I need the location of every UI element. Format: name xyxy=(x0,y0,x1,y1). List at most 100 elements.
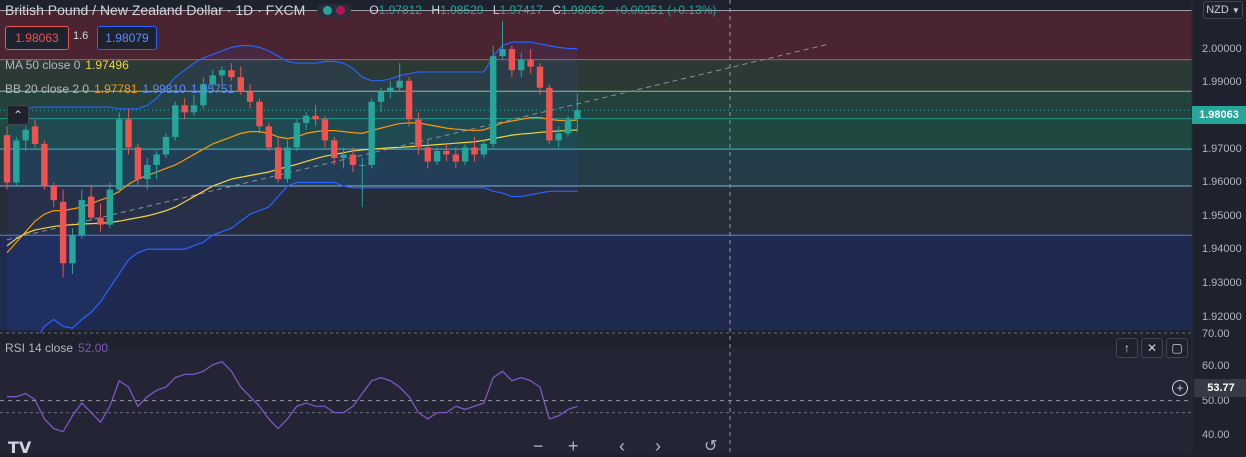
plus-icon: + xyxy=(568,436,579,456)
candle-body xyxy=(265,126,272,148)
ohlc-values: O1.97812 H1.98529 L1.97417 C1.98063 +0.0… xyxy=(369,3,722,17)
scroll-right-button[interactable]: › xyxy=(655,436,661,457)
rsi-value: 52.00 xyxy=(78,341,109,355)
candle-body xyxy=(153,154,160,165)
candle-body xyxy=(340,154,347,158)
ma-value: 1.97496 xyxy=(85,58,129,72)
status-dots[interactable] xyxy=(317,3,352,17)
candle-body xyxy=(200,84,207,106)
candle-body xyxy=(303,115,310,123)
candle-body xyxy=(246,91,254,102)
candle xyxy=(153,150,160,180)
candle-body xyxy=(209,75,216,85)
candle-body xyxy=(415,119,422,148)
plus-icon: + xyxy=(1176,381,1184,395)
candle-body xyxy=(359,164,366,166)
candle xyxy=(134,143,142,187)
sr-zone xyxy=(0,0,1192,11)
candle xyxy=(87,186,95,222)
candle xyxy=(303,112,310,130)
candle-body xyxy=(321,119,329,141)
reset-chart-button[interactable]: ↺ xyxy=(704,436,717,456)
candle xyxy=(321,115,329,148)
candle-body xyxy=(41,143,48,187)
candle xyxy=(3,126,11,190)
pane-close-button[interactable]: ✕ xyxy=(1141,338,1163,358)
candle xyxy=(190,94,198,116)
candle-body xyxy=(125,119,132,148)
open-value: 1.97812 xyxy=(378,3,423,17)
trendline[interactable] xyxy=(6,43,830,241)
bb-label: BB 20 close 2 0 xyxy=(5,82,90,96)
price-tick: 1.96000 xyxy=(1202,176,1242,188)
candle xyxy=(480,140,488,158)
ma-legend[interactable]: MA 50 close 0 1.97496 xyxy=(5,58,134,72)
candle-body xyxy=(349,154,357,165)
candle xyxy=(396,63,403,92)
bb-basis-value: 1.97781 xyxy=(94,82,138,96)
candle-body xyxy=(564,119,572,134)
candle xyxy=(13,136,20,187)
bollinger-fill xyxy=(7,42,578,394)
add-alert-button[interactable]: + xyxy=(1172,380,1188,396)
candle-body xyxy=(433,150,441,162)
bb-lower-line xyxy=(6,181,578,394)
candles xyxy=(3,21,581,278)
candle xyxy=(50,182,57,208)
candle-body xyxy=(106,189,114,225)
candle-body xyxy=(284,147,291,180)
candle-body xyxy=(172,105,179,137)
candle-body xyxy=(461,147,469,162)
tradingview-logo[interactable]: TV xyxy=(8,438,32,457)
bb-legend[interactable]: BB 20 close 2 0 1.97781 1.99810 1.95751 xyxy=(5,82,239,96)
sell-button[interactable]: 1.98063 xyxy=(5,26,69,50)
candle xyxy=(405,77,413,127)
candle xyxy=(340,147,347,169)
scroll-left-button[interactable]: ‹ xyxy=(619,436,625,457)
candle xyxy=(246,84,254,109)
candle xyxy=(377,87,385,113)
symbol-title[interactable]: British Pound / New Zealand Dollar · 1D … xyxy=(5,2,306,18)
price-axis[interactable] xyxy=(1191,0,1246,454)
candle-body xyxy=(293,122,301,148)
high-value: 1.98529 xyxy=(440,3,484,17)
bollinger-band-fill xyxy=(7,42,578,394)
candle xyxy=(555,126,562,148)
zoom-in-button[interactable]: + xyxy=(568,436,579,457)
candle-body xyxy=(116,119,123,190)
candle xyxy=(144,157,151,190)
ma-label: MA 50 close 0 xyxy=(5,58,81,72)
candle-body xyxy=(144,164,151,180)
candle xyxy=(31,119,39,148)
market-status-icon xyxy=(323,5,333,15)
zoom-out-button[interactable]: − xyxy=(533,436,544,457)
collapse-legend-button[interactable]: ⌃ xyxy=(7,105,29,125)
candle xyxy=(424,140,431,169)
candle-body xyxy=(527,59,534,67)
candle xyxy=(209,70,216,92)
buy-button[interactable]: 1.98079 xyxy=(97,26,157,50)
candle xyxy=(78,189,85,239)
currency-label: NZD xyxy=(1206,4,1229,16)
candle-body xyxy=(452,154,459,162)
candle-body xyxy=(387,87,394,92)
candle-body xyxy=(13,140,20,183)
sr-zones xyxy=(0,0,1192,330)
low-value: 1.97417 xyxy=(499,3,543,17)
trendline-path xyxy=(6,43,830,241)
candle-body xyxy=(555,133,562,141)
candle-body xyxy=(396,80,403,88)
rsi-legend[interactable]: RSI 14 close 52.00 xyxy=(5,341,113,355)
candle-body xyxy=(162,136,170,155)
pane-maximize-button[interactable]: ▢ xyxy=(1166,338,1188,358)
candle xyxy=(415,112,422,155)
currency-selector[interactable]: NZD ▼ xyxy=(1203,1,1243,19)
candle-body xyxy=(405,80,413,120)
bb-upper-value: 1.99810 xyxy=(142,82,186,96)
candle xyxy=(228,63,235,81)
sr-zone xyxy=(0,10,1192,60)
pane-move-up-button[interactable]: ↑ xyxy=(1116,338,1138,358)
candle-body xyxy=(22,129,29,141)
candle xyxy=(508,45,516,78)
